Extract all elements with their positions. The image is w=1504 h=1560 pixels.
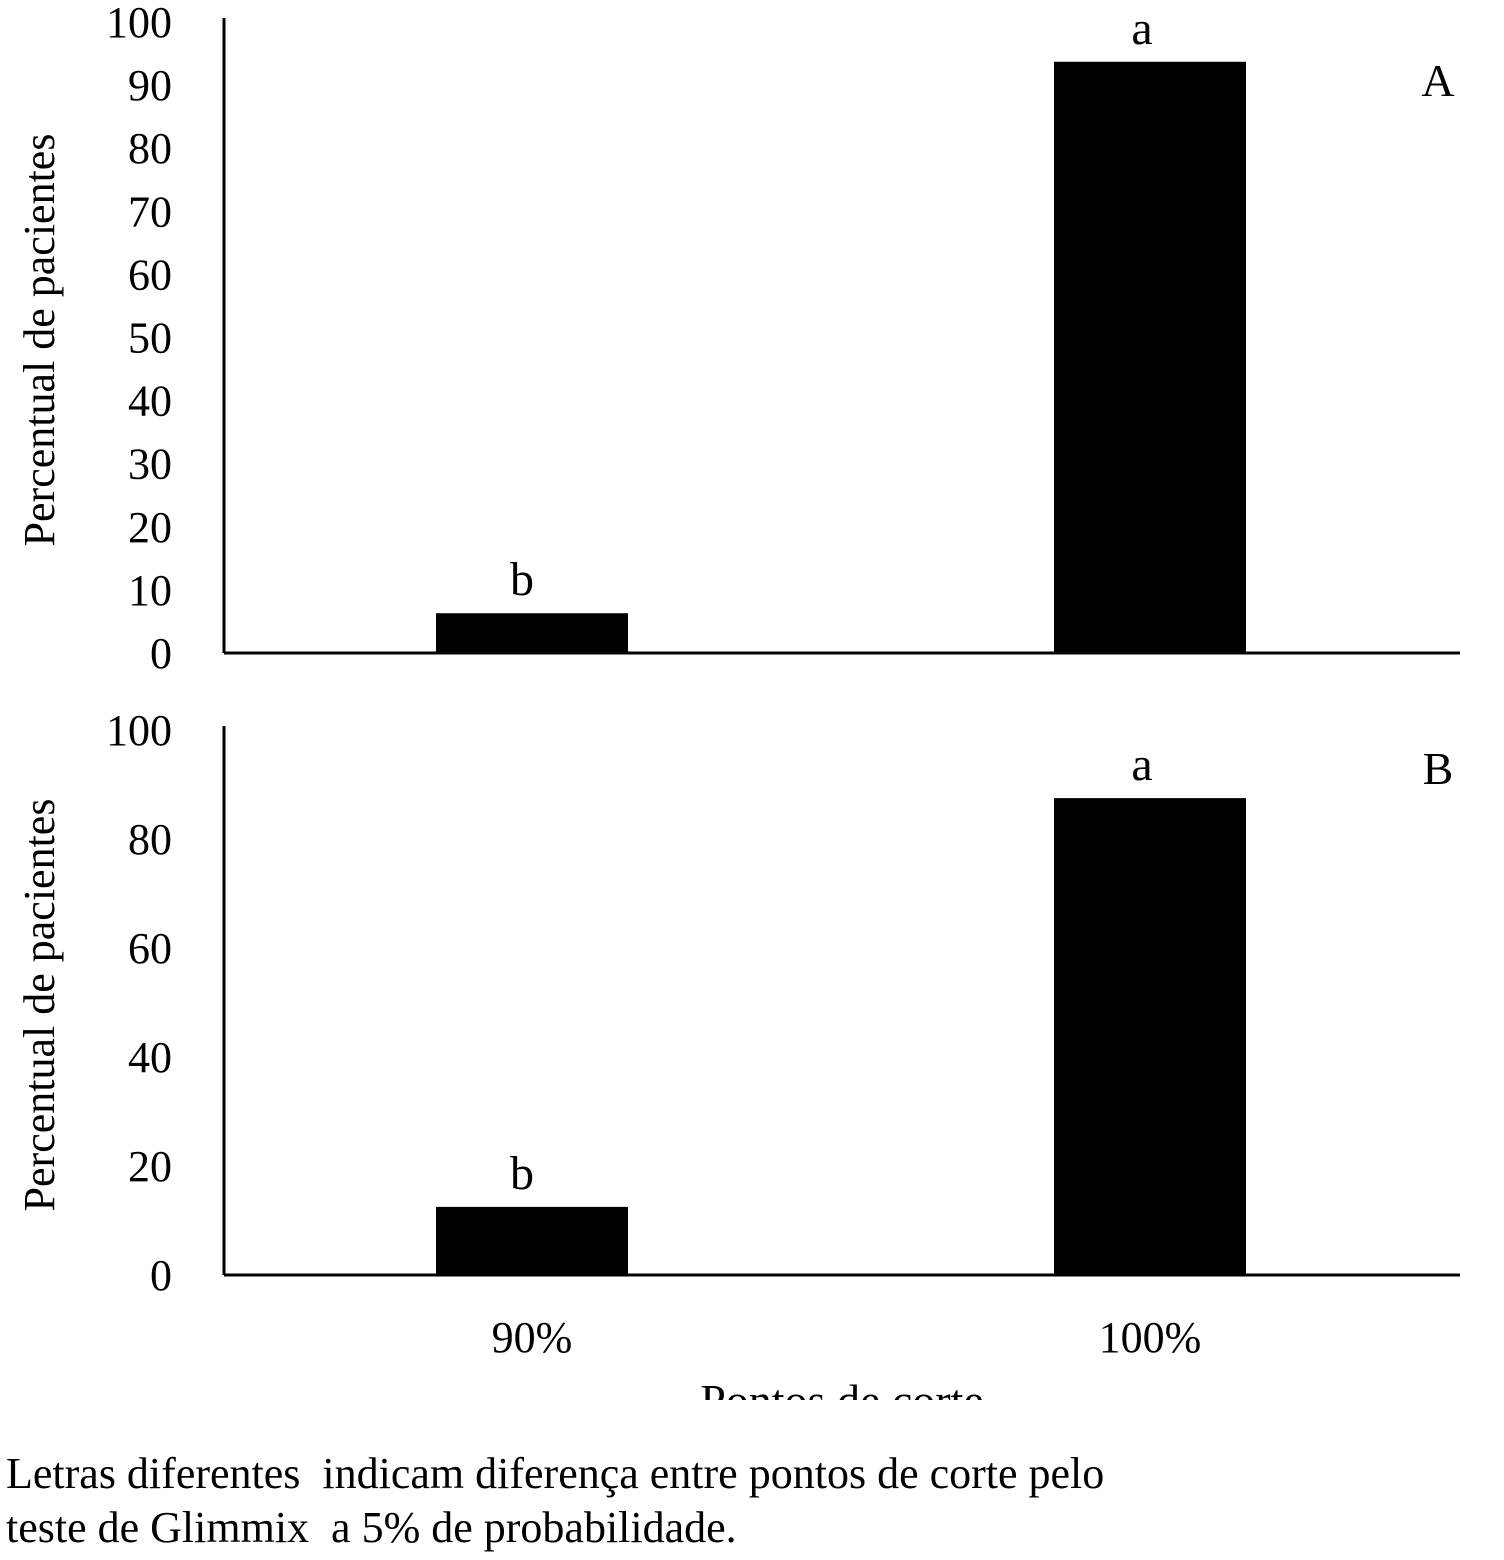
x-tick-label: 90% bbox=[492, 1313, 573, 1362]
panel-a: 0 10 20 30 40 50 60 70 80 90 100 Percentual de paci… bbox=[15, 0, 1460, 678]
y-tick-label: 80 bbox=[128, 815, 172, 864]
y-tick-label: 0 bbox=[150, 629, 172, 678]
panel-b: 0 20 40 60 80 100 Percentual de pacientes b a B bbox=[15, 706, 1460, 1300]
bar-significance-label: b bbox=[510, 553, 534, 606]
y-tick-label: 50 bbox=[128, 314, 172, 363]
y-tick-label: 60 bbox=[128, 924, 172, 973]
chart-figure: 0 10 20 30 40 50 60 70 80 90 100 Percentual de paci… bbox=[15, 0, 1460, 1400]
y-tick-label: 100 bbox=[106, 0, 172, 47]
x-tick-label: 100% bbox=[1099, 1313, 1202, 1362]
bar bbox=[436, 613, 628, 653]
y-tick-label: 100 bbox=[106, 706, 172, 755]
y-tick-label: 20 bbox=[128, 503, 172, 552]
y-tick-label: 10 bbox=[128, 566, 172, 615]
footnote-line-2: teste de Glimmix a 5% de probabilidade. bbox=[6, 1503, 737, 1552]
x-axis-labels: 90% 100% Pontos de corte bbox=[492, 1313, 1202, 1400]
y-tick-label: 90 bbox=[128, 61, 172, 110]
panel-label: B bbox=[1423, 743, 1454, 794]
y-axis-title: Percentual de pacientes bbox=[15, 134, 64, 547]
bar bbox=[1054, 798, 1246, 1275]
y-tick-label: 40 bbox=[128, 1033, 172, 1082]
y-tick-label: 30 bbox=[128, 440, 172, 489]
y-tick-label: 20 bbox=[128, 1142, 172, 1191]
y-tick-label: 0 bbox=[150, 1251, 172, 1300]
y-axis-title: Percentual de pacientes bbox=[15, 799, 64, 1212]
footnote-line-1: Letras diferentes indicam diferença entr… bbox=[6, 1449, 1105, 1498]
bar-significance-label: a bbox=[1131, 738, 1152, 791]
y-tick-label: 80 bbox=[128, 124, 172, 173]
panel-label: A bbox=[1421, 55, 1454, 106]
y-tick-label: 70 bbox=[128, 187, 172, 236]
bar-significance-label: b bbox=[510, 1147, 534, 1200]
y-tick-label: 60 bbox=[128, 250, 172, 299]
bar bbox=[436, 1206, 628, 1275]
bar-significance-label: a bbox=[1131, 2, 1152, 55]
x-axis-title: Pontos de corte bbox=[700, 1375, 984, 1400]
y-tick-label: 40 bbox=[128, 377, 172, 426]
bar bbox=[1054, 61, 1246, 654]
